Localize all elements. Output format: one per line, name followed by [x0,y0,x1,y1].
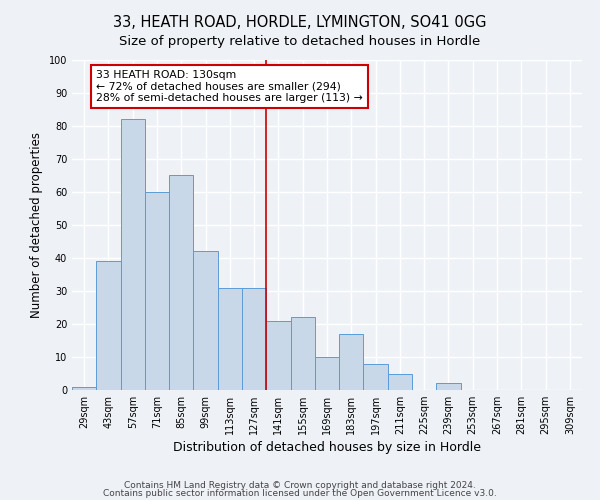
X-axis label: Distribution of detached houses by size in Hordle: Distribution of detached houses by size … [173,442,481,454]
Bar [339,334,364,390]
Bar [315,357,339,390]
Text: 33, HEATH ROAD, HORDLE, LYMINGTON, SO41 0GG: 33, HEATH ROAD, HORDLE, LYMINGTON, SO41 … [113,15,487,30]
Bar [145,192,169,390]
Bar [218,288,242,390]
Text: 33 HEATH ROAD: 130sqm
← 72% of detached houses are smaller (294)
28% of semi-det: 33 HEATH ROAD: 130sqm ← 72% of detached … [96,70,363,103]
Bar [290,318,315,390]
Bar [169,176,193,390]
Bar [436,384,461,390]
Text: Size of property relative to detached houses in Hordle: Size of property relative to detached ho… [119,35,481,48]
Text: Contains HM Land Registry data © Crown copyright and database right 2024.: Contains HM Land Registry data © Crown c… [124,480,476,490]
Bar [193,252,218,390]
Bar [364,364,388,390]
Bar [266,320,290,390]
Bar [96,262,121,390]
Bar [72,386,96,390]
Bar [121,120,145,390]
Y-axis label: Number of detached properties: Number of detached properties [30,132,43,318]
Bar [242,288,266,390]
Text: Contains public sector information licensed under the Open Government Licence v3: Contains public sector information licen… [103,489,497,498]
Bar [388,374,412,390]
